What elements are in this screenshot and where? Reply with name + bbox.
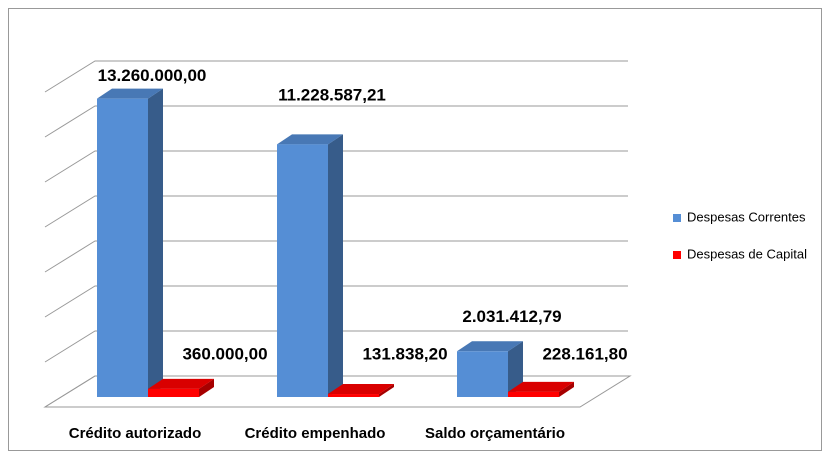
bar-side-shade [199, 378, 214, 397]
data-label: 360.000,00 [182, 344, 267, 363]
grid-line [44, 195, 628, 228]
data-label: 131.838,20 [362, 344, 447, 363]
bar-side-shade [559, 381, 574, 397]
bar-top [97, 88, 163, 99]
data-label: 2.031.412,79 [462, 307, 561, 326]
bar-side-shade [508, 341, 523, 397]
legend-swatch [673, 214, 681, 222]
bar [457, 351, 508, 397]
bar [508, 391, 559, 397]
bar-side-shade [328, 134, 343, 397]
grid-line [44, 60, 628, 93]
bar-top-shade [148, 378, 214, 389]
bar-top-shade [328, 384, 394, 395]
bar-top [457, 341, 523, 352]
legend-swatch [673, 251, 681, 259]
bar-side [379, 384, 394, 397]
grid-line [44, 240, 628, 273]
data-label: 228.161,80 [542, 344, 627, 363]
bar-top-shade [97, 88, 163, 99]
bar-top-shade [277, 134, 343, 145]
bar-side [148, 88, 163, 398]
legend-label: Despesas de Capital [687, 246, 807, 261]
bar-side [328, 134, 343, 397]
bar [97, 98, 148, 398]
bar-top [328, 384, 394, 395]
bar-side-shade [148, 88, 163, 398]
data-label: 13.260.000,00 [98, 66, 207, 85]
data-label: 11.228.587,21 [278, 85, 386, 104]
legend-label: Despesas Correntes [687, 209, 806, 224]
bar-top [277, 134, 343, 145]
bar-top-shade [457, 341, 523, 352]
bar-side [199, 378, 214, 397]
x-tick-label: Saldo orçamentário [425, 425, 565, 442]
x-tick-label: Crédito empenhado [245, 425, 386, 442]
bar [148, 388, 199, 397]
bar [277, 144, 328, 397]
grid-line [44, 150, 628, 183]
grid-line [44, 105, 628, 138]
bar [328, 394, 379, 397]
bar-top [508, 381, 574, 392]
bar-side [508, 341, 523, 397]
grid-line [44, 330, 628, 363]
bar-side [559, 381, 574, 397]
bar-top-shade [508, 381, 574, 392]
grid-line [44, 285, 628, 318]
bar-side-shade [379, 384, 394, 397]
x-tick-label: Crédito autorizado [69, 425, 202, 442]
bar-top [148, 378, 214, 389]
grid-line [44, 375, 628, 408]
